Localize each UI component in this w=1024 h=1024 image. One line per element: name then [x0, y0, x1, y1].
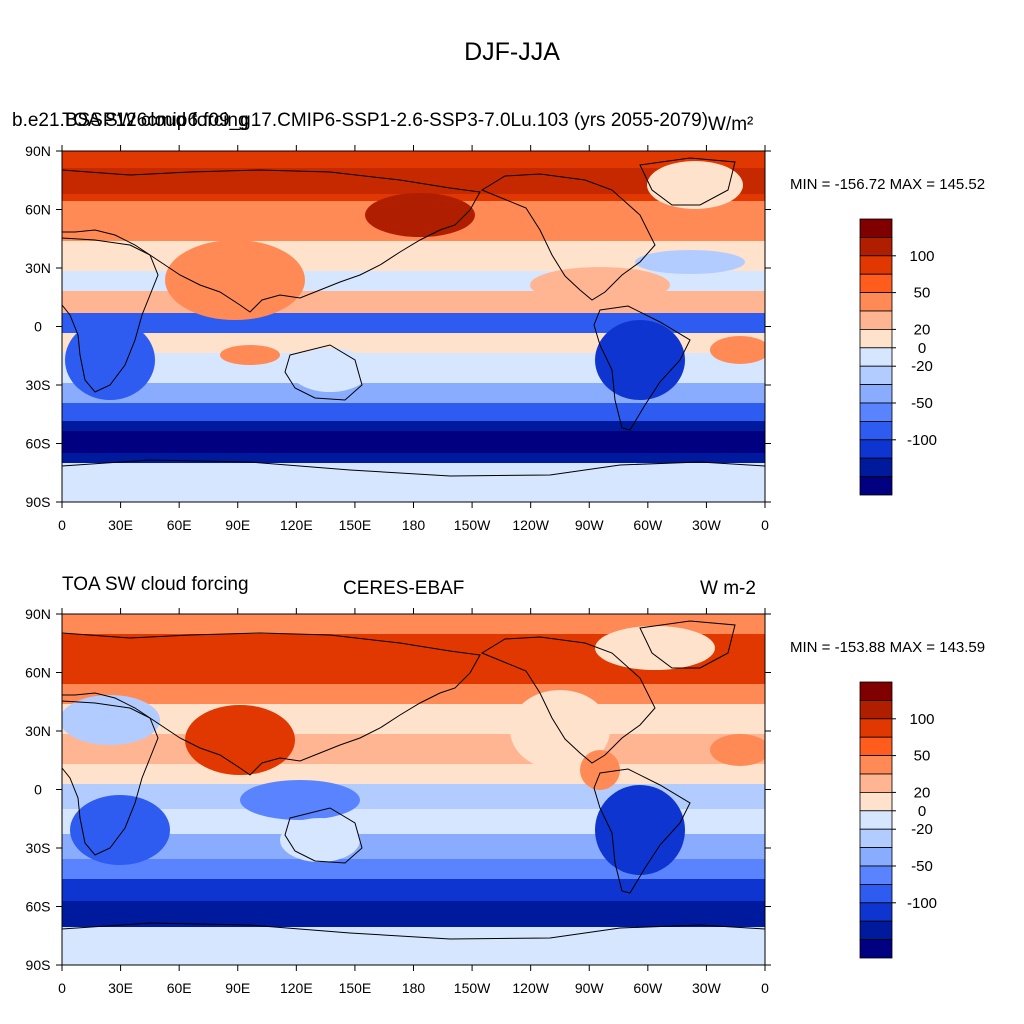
y-tick-label: 60S — [26, 436, 51, 452]
y-tick-label: 30N — [25, 723, 51, 739]
x-tick-label: 0 — [58, 517, 66, 533]
colorbar-swatch — [859, 402, 893, 422]
x-tick-label: 30E — [108, 517, 133, 533]
x-tick-label: 150E — [339, 980, 372, 996]
colorbar-swatch — [859, 847, 893, 867]
x-tick-label: 150W — [454, 980, 491, 996]
x-tick-label: 0 — [761, 980, 769, 996]
panel1-stats: MIN = -156.72 MAX = 145.52 — [790, 176, 986, 193]
panel2-units: W m-2 — [700, 578, 756, 599]
x-tick-label: 60W — [633, 980, 663, 996]
colorbar-swatch — [859, 718, 893, 738]
x-tick-label: 0 — [761, 517, 769, 533]
panel2-stats: MIN = -153.88 MAX = 143.59 — [790, 639, 986, 656]
colorbar-swatch — [859, 365, 893, 386]
colorbar-swatch — [859, 865, 893, 885]
colorbar-swatch — [859, 328, 893, 349]
colorbar-swatch — [859, 736, 893, 757]
colorbar-swatch — [859, 292, 893, 312]
colorbar-label: -50 — [911, 395, 933, 412]
colorbar-label: -50 — [911, 858, 933, 875]
x-tick-label: 60W — [633, 517, 663, 533]
x-tick-label: 60E — [167, 517, 192, 533]
y-tick-label: 30S — [26, 377, 51, 393]
x-tick-label: 30W — [692, 980, 722, 996]
colorbar-swatch — [859, 792, 893, 812]
map-panel-2 — [62, 614, 765, 965]
y-tick-label: 30N — [25, 260, 51, 276]
colorbar-swatch — [859, 884, 893, 904]
plot-title: DJF-JJA — [464, 38, 560, 66]
colorbar-swatch — [859, 828, 893, 849]
colorbar-label: 50 — [914, 285, 931, 302]
colorbar-swatch — [859, 384, 893, 404]
colorbar-label: 0 — [918, 803, 926, 820]
colorbar-swatch — [859, 310, 893, 330]
x-tick-label: 90W — [575, 980, 605, 996]
colorbar-swatch — [859, 700, 893, 720]
colorbar-swatch — [859, 755, 893, 775]
panel2-left-label: TOA SW cloud forcing — [62, 574, 249, 595]
y-tick-label: 30S — [26, 840, 51, 856]
y-tick-label: 90S — [26, 494, 51, 510]
x-tick-label: 90E — [225, 517, 250, 533]
x-tick-label: 150W — [454, 517, 491, 533]
colorbar-label: -100 — [907, 432, 937, 449]
x-tick-label: 90E — [225, 980, 250, 996]
panel1-units: W/m² — [708, 114, 754, 135]
panel2-center-label: CERES-EBAF — [343, 578, 465, 599]
colorbar-swatch — [859, 218, 893, 238]
x-tick-label: 30W — [692, 517, 722, 533]
panel1-case-name: b.e21.BSSP126cmip6.f09_g17.CMIP6-SSP1-2.… — [12, 110, 709, 131]
colorbar-swatch — [859, 236, 893, 257]
x-tick-label: 60E — [167, 980, 192, 996]
x-tick-label: 120W — [512, 980, 549, 996]
y-tick-label: 0 — [34, 782, 42, 798]
y-tick-label: 60N — [25, 665, 51, 681]
colorbar-label: 20 — [914, 784, 931, 801]
colorbar-swatch — [859, 347, 893, 367]
y-tick-label: 60N — [25, 202, 51, 218]
x-tick-label: 180 — [402, 517, 426, 533]
colorbar-swatch — [859, 273, 893, 294]
panel1-left-label: TOA SW cloud forcing — [62, 110, 249, 131]
colorbar-label: 50 — [914, 748, 931, 765]
colorbar-label: 100 — [909, 711, 934, 728]
y-tick-label: 60S — [26, 899, 51, 915]
x-tick-label: 120E — [280, 517, 313, 533]
colorbar-label: -100 — [907, 895, 937, 912]
colorbar-1: 100 50 20 0-20 -50 -100 — [859, 218, 937, 496]
colorbar-swatch — [859, 255, 893, 275]
x-tick-label: 90W — [575, 517, 605, 533]
colorbar-label: -20 — [911, 358, 933, 375]
colorbar-swatch — [859, 457, 893, 478]
y-tick-label: 90N — [25, 143, 51, 159]
colorbar-label: -20 — [911, 821, 933, 838]
x-tick-label: 30E — [108, 980, 133, 996]
colorbar-2: 100 50 20 0-20 -50 -100 — [859, 681, 937, 959]
y-tick-label: 90N — [25, 606, 51, 622]
y-tick-label: 90S — [26, 957, 51, 973]
colorbar-swatch — [859, 902, 893, 922]
colorbar-swatch — [859, 420, 893, 441]
x-tick-label: 180 — [402, 980, 426, 996]
colorbar-swatch — [859, 439, 893, 459]
colorbar-label: 0 — [918, 340, 926, 357]
colorbar-swatch — [859, 939, 893, 959]
colorbar-swatch — [859, 810, 893, 830]
x-tick-label: 150E — [339, 517, 372, 533]
colorbar-label: 100 — [909, 248, 934, 265]
x-tick-label: 120W — [512, 517, 549, 533]
colorbar-label: 20 — [914, 321, 931, 338]
colorbar-swatch — [859, 681, 893, 701]
map-panel-1 — [62, 151, 765, 502]
x-tick-label: 120E — [280, 980, 313, 996]
x-tick-label: 0 — [58, 980, 66, 996]
colorbar-swatch — [859, 476, 893, 496]
y-tick-label: 0 — [34, 319, 42, 335]
colorbar-swatch — [859, 920, 893, 941]
colorbar-swatch — [859, 773, 893, 793]
